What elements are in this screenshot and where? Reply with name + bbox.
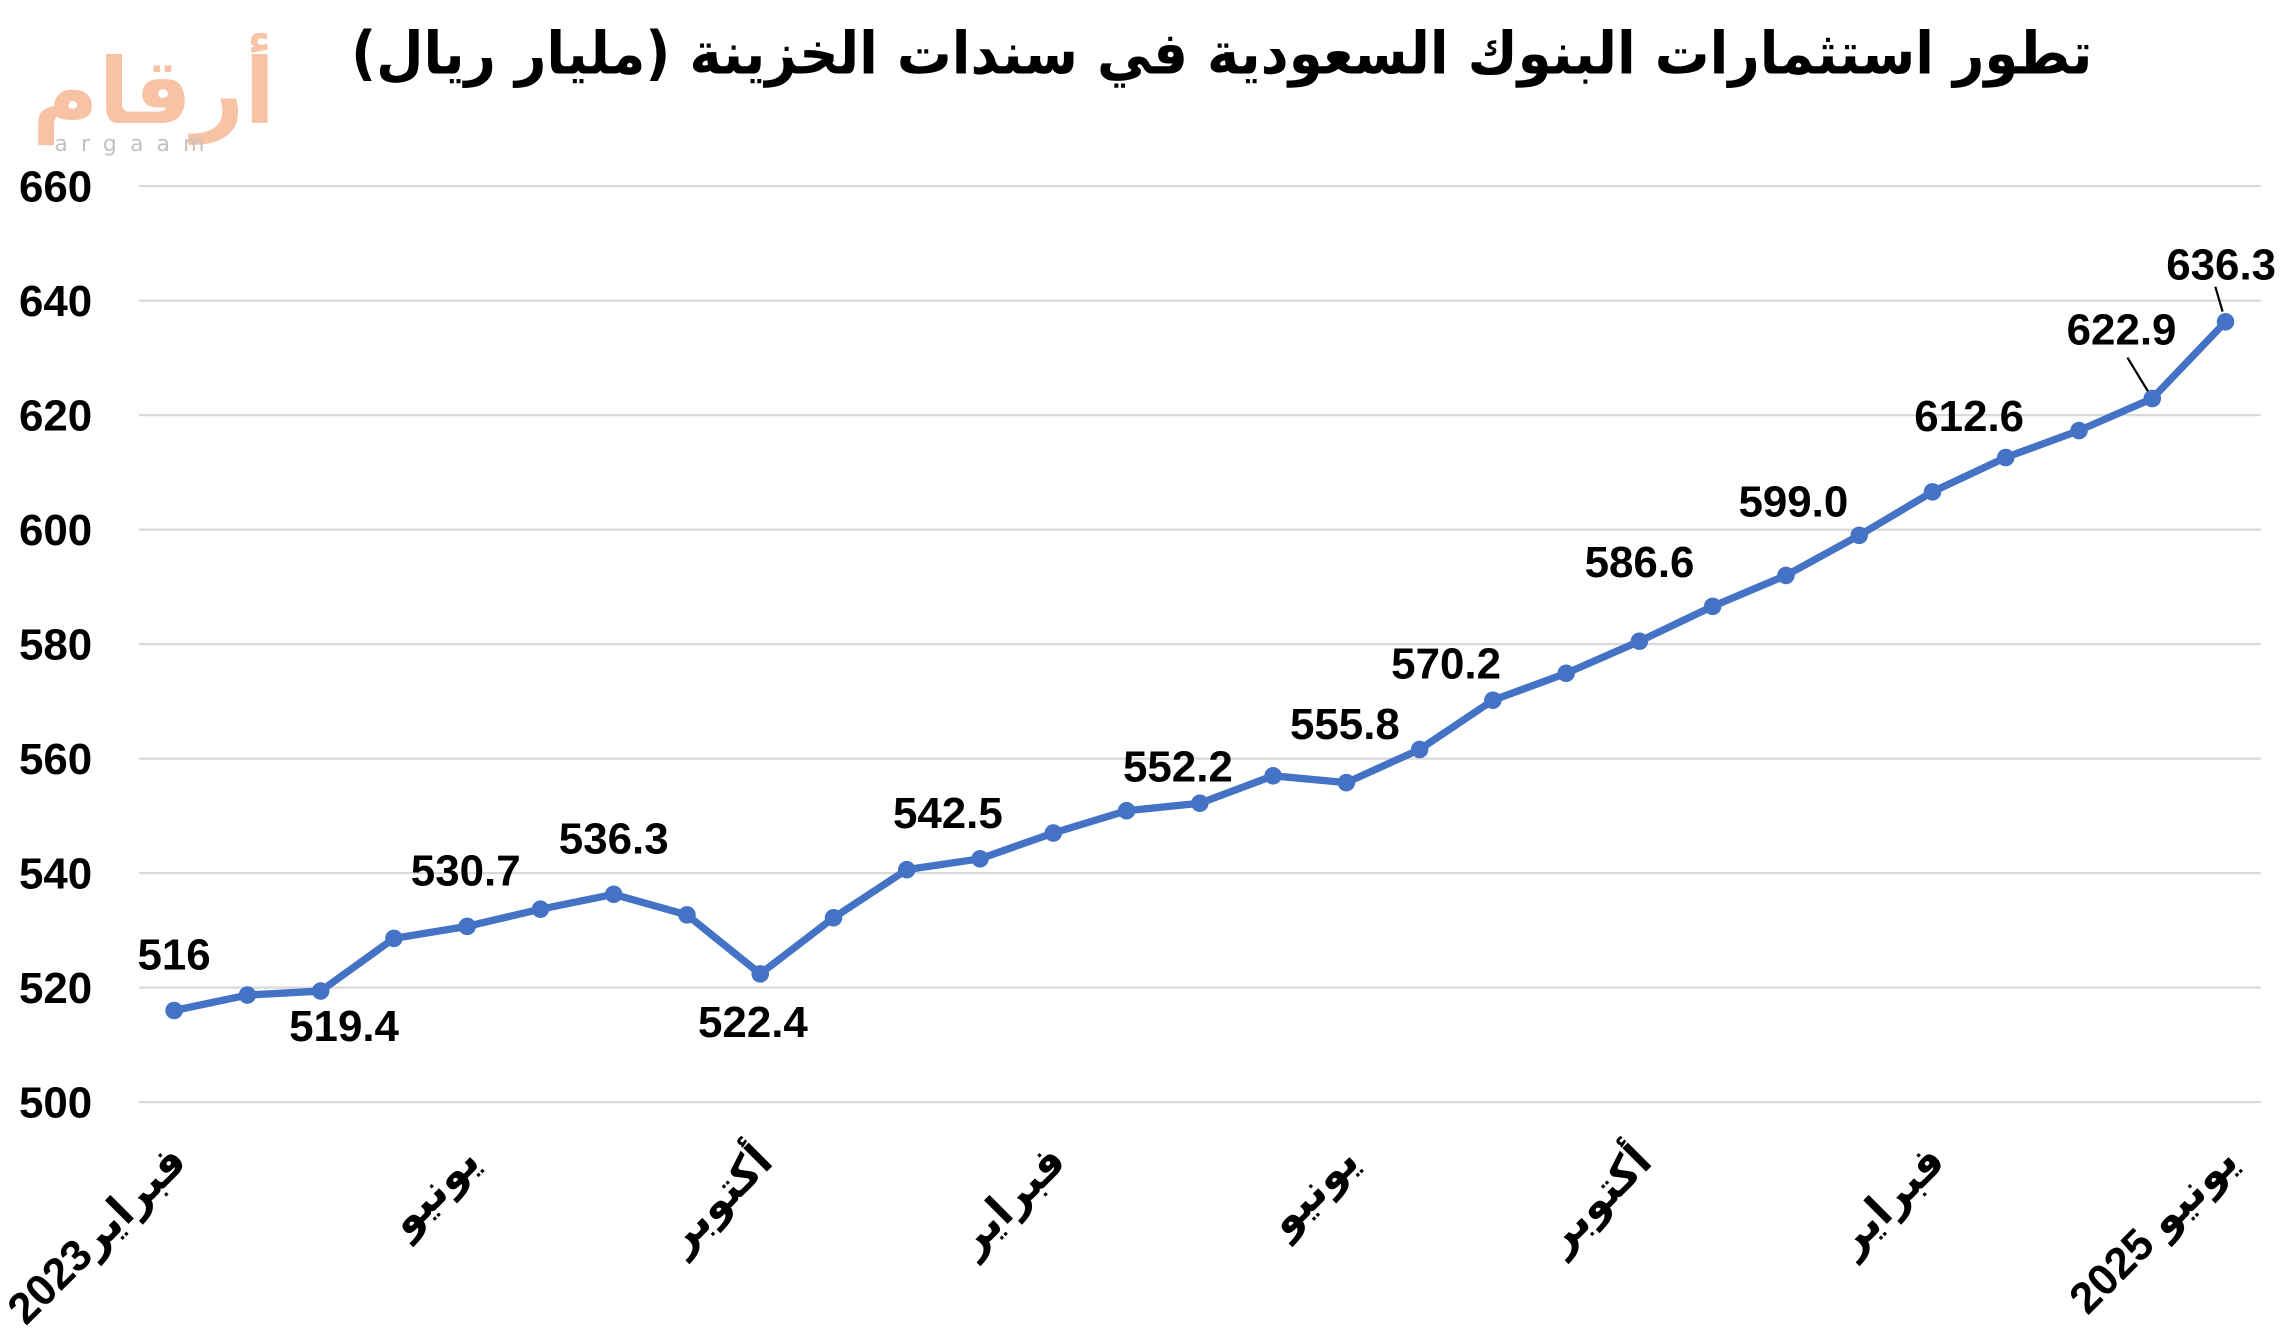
- y-tick-label: 580: [19, 620, 92, 669]
- data-point: [1996, 448, 2015, 467]
- data-point: [2143, 389, 2162, 408]
- data-point: [897, 860, 916, 879]
- data-point: [531, 900, 550, 918]
- data-point: [971, 850, 989, 868]
- data-label: 570.2: [1391, 639, 1501, 688]
- data-point: [1337, 773, 1356, 792]
- y-tick-label: 540: [19, 849, 92, 898]
- data-point: [824, 908, 843, 927]
- data-point: [1044, 824, 1063, 842]
- data-label: 522.4: [698, 998, 808, 1047]
- data-point: [165, 1001, 183, 1020]
- series-treasury-bonds: [165, 313, 2235, 1020]
- data-label: 586.6: [1585, 538, 1695, 587]
- data-point: [751, 965, 770, 983]
- data-point: [385, 929, 403, 948]
- data-point: [1703, 597, 1722, 616]
- data-point: [2216, 313, 2235, 331]
- logo: أرقام argaam: [32, 33, 275, 157]
- data-point: [1191, 794, 1209, 813]
- gridlines: [139, 185, 2261, 1104]
- y-tick-label: 640: [19, 277, 92, 326]
- data-labels: 516 519.4 530.7 536.3 522.4 542.5 552.2 555.8 57…: [138, 240, 2277, 1050]
- data-point: [458, 917, 476, 936]
- data-point: [1923, 483, 1942, 501]
- data-label: 516: [138, 931, 211, 980]
- data-point: [1777, 566, 1795, 585]
- data-point: [1117, 801, 1136, 820]
- data-point: [1484, 691, 1502, 710]
- data-point: [2070, 421, 2088, 440]
- data-point: [1264, 767, 1282, 785]
- data-point: [1850, 526, 1868, 545]
- data-label: 555.8: [1290, 700, 1400, 749]
- y-axis-tick-labels: 500 520 540 560 580 600 620 640 660: [19, 163, 92, 1128]
- data-label: 599.0: [1738, 477, 1848, 526]
- data-point: [1557, 664, 1575, 683]
- data-point: [1630, 632, 1649, 651]
- leader-line: [2126, 356, 2149, 392]
- data-point: [604, 885, 623, 904]
- y-tick-label: 520: [19, 964, 92, 1013]
- data-label: 536.3: [559, 814, 669, 863]
- data-label: 612.6: [1914, 392, 2024, 441]
- data-label: 530.7: [411, 846, 521, 895]
- data-label: 519.4: [289, 1002, 399, 1051]
- data-label: 542.5: [893, 789, 1003, 838]
- chart-title: تطور استثمارات البنوك السعودية في سندات …: [351, 19, 2092, 88]
- y-tick-label: 660: [19, 163, 92, 212]
- data-label: 622.9: [2067, 305, 2177, 354]
- data-point: [1410, 740, 1429, 759]
- y-tick-label: 500: [19, 1078, 92, 1127]
- data-point: [678, 906, 696, 924]
- y-tick-label: 600: [19, 506, 92, 555]
- data-label: 636.3: [2166, 240, 2276, 289]
- y-tick-label: 560: [19, 735, 92, 784]
- data-label: 552.2: [1123, 742, 1233, 791]
- leader-line: [2214, 286, 2224, 312]
- logo-latin-text: argaam: [54, 132, 217, 157]
- y-tick-label: 620: [19, 391, 92, 440]
- data-point: [238, 986, 257, 1004]
- data-point: [311, 982, 330, 1000]
- logo-arabic-text: أرقام: [32, 33, 275, 146]
